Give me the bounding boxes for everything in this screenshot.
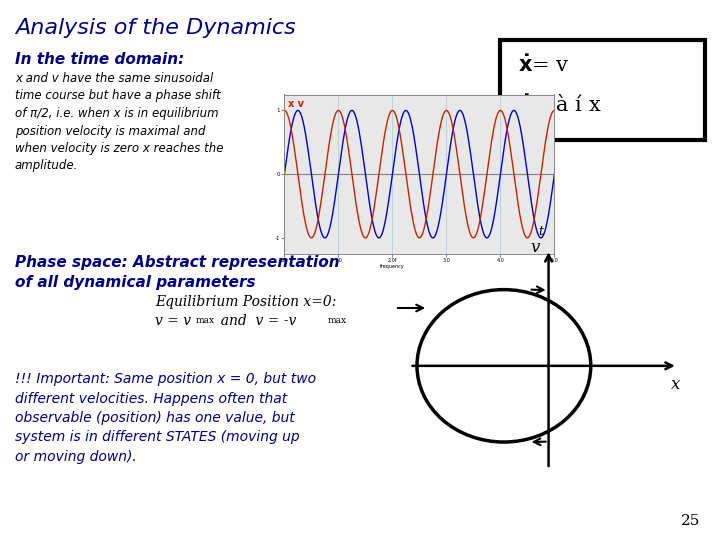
Text: Equilibrium Position x=0:: Equilibrium Position x=0: — [155, 295, 336, 309]
Text: $\mathbf{\dot{x}}$= v: $\mathbf{\dot{x}}$= v — [518, 55, 570, 76]
Text: max: max — [328, 316, 347, 325]
Text: and  v = -v: and v = -v — [212, 314, 297, 328]
Text: Analysis of the Dynamics: Analysis of the Dynamics — [15, 18, 296, 38]
Text: v = v: v = v — [155, 314, 191, 328]
Text: x and v have the same sinusoidal
time course but have a phase shift
of π/2, i.e.: x and v have the same sinusoidal time co… — [15, 72, 223, 172]
Text: v: v — [530, 239, 539, 255]
Text: 25: 25 — [680, 514, 700, 528]
Text: Phase space: Abstract representation
of all dynamical parameters: Phase space: Abstract representation of … — [15, 255, 340, 290]
Bar — [500, 40, 705, 140]
Text: x: x — [670, 376, 680, 393]
Text: max: max — [196, 316, 215, 325]
Text: t: t — [539, 225, 544, 238]
Text: x v: x v — [289, 99, 305, 109]
Text: In the time domain:: In the time domain: — [15, 52, 184, 67]
Text: $\mathbf{\dot{v}}$= à í x: $\mathbf{\dot{v}}$= à í x — [518, 95, 602, 116]
Text: !!! Important: Same position x = 0, but two
different velocities. Happens often : !!! Important: Same position x = 0, but … — [15, 372, 316, 464]
